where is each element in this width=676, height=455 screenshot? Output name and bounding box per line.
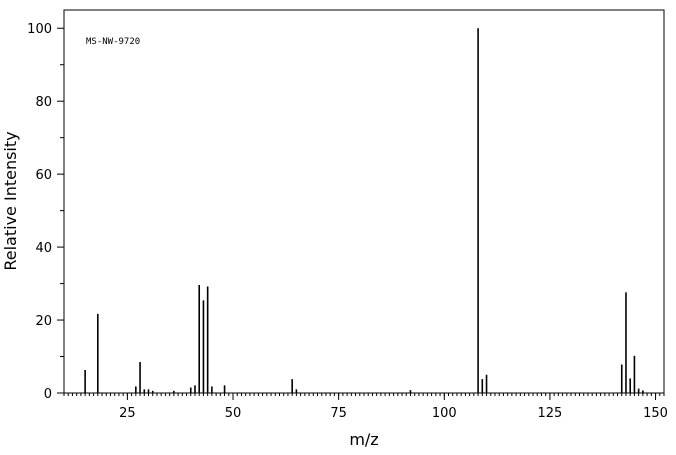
plot-frame (63, 9, 665, 394)
x-axis-major-ticks: 25 50 75 100 125 150 (119, 393, 668, 421)
y-axis-title: Relative Intensity (1, 131, 20, 270)
x-tick-label: 125 (538, 406, 563, 421)
x-tick-label: 100 (432, 406, 457, 421)
spectrum-peaks (84, 28, 644, 393)
y-tick-label: 60 (35, 168, 52, 183)
x-axis-title: m/z (349, 430, 378, 449)
x-tick-label: 75 (330, 406, 347, 421)
spectrum-id-annotation: MS-NW-9720 (86, 37, 140, 47)
y-tick-label: 80 (35, 95, 52, 110)
x-tick-label: 50 (225, 406, 242, 421)
y-tick-label: 40 (35, 241, 52, 256)
x-tick-label: 25 (119, 406, 136, 421)
x-tick-label: 150 (643, 406, 668, 421)
y-axis-ticks: 0 20 40 60 80 100 (27, 22, 64, 402)
y-tick-label: 0 (44, 387, 52, 402)
y-tick-label: 100 (27, 22, 52, 37)
y-tick-label: 20 (35, 314, 52, 329)
